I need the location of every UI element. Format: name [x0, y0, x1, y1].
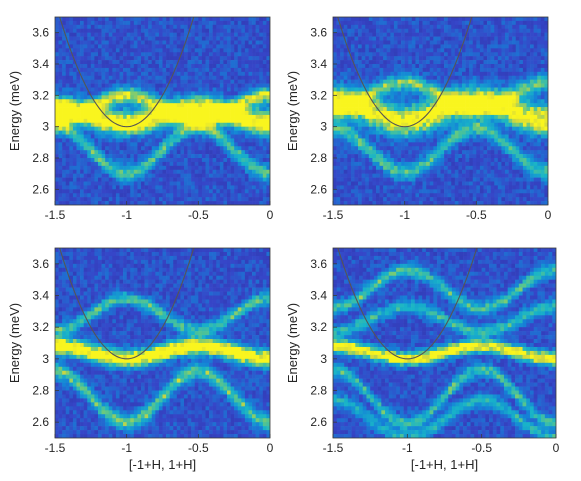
x-tick-label: -0.5	[471, 441, 492, 455]
y-tick-label: 3.6	[310, 26, 327, 40]
x-tick-label: -1	[402, 441, 413, 455]
y-tick-label: 3	[320, 120, 327, 134]
y-tick-label: 3.4	[310, 289, 327, 303]
plot-frame	[54, 16, 271, 206]
x-axis-label: [-1+H, 1+H]	[129, 457, 196, 472]
heatmap	[333, 248, 556, 438]
x-tick-label: -1.5	[45, 208, 66, 222]
plot-frame	[332, 16, 549, 206]
y-tick-label: 2.8	[32, 384, 49, 398]
y-tick-label: 2.6	[32, 415, 49, 429]
x-tick-label: 0	[267, 441, 274, 455]
plot-frame	[54, 247, 271, 439]
y-tick-label: 2.8	[32, 151, 49, 165]
y-tick-label: 2.8	[310, 384, 327, 398]
y-tick-label: 2.6	[32, 182, 49, 196]
x-tick-label: -1	[399, 208, 410, 222]
dispersion-curve	[59, 248, 195, 360]
x-tick-label: -1.5	[323, 441, 344, 455]
y-tick-label: 3.2	[32, 88, 49, 102]
y-tick-label: 3.4	[32, 289, 49, 303]
y-tick-label: 3.4	[310, 57, 327, 71]
dispersion-curve	[337, 248, 478, 360]
panel-4: -1.5 -1 -0.5 0 2.6 2.8 3 3.2 3.4 3.6 Energy (meV) […	[285, 247, 560, 472]
y-tick-label: 3.2	[32, 320, 49, 334]
y-tick-label: 2.6	[310, 182, 327, 196]
panel-3: -1.5 -1 -0.5 0 2.6 2.8 3 3.2 3.4 3.6 Energy (meV) […	[7, 247, 274, 472]
panel-2: -1.5 -1 -0.5 0 2.6 2.8 3 3.2 3.4 3.6 Energy (meV)	[285, 16, 552, 222]
y-tick-label: 3.6	[32, 26, 49, 40]
y-tick-label: 3	[42, 352, 49, 366]
y-tick-label: 3.6	[310, 257, 327, 271]
x-tick-label: -1.5	[45, 441, 66, 455]
x-tick-label: -0.5	[188, 441, 209, 455]
y-tick-label: 3.2	[310, 88, 327, 102]
y-axis-label: Energy (meV)	[7, 71, 22, 151]
y-tick-label: 3.2	[310, 320, 327, 334]
x-tick-label: 0	[553, 441, 560, 455]
x-tick-label: -0.5	[466, 208, 487, 222]
panel-1: -1.5 -1 -0.5 0 2.6 2.8 3 3.2 3.4 3.6 Energy (meV)	[7, 16, 274, 222]
y-tick-label: 2.6	[310, 415, 327, 429]
heatmap	[55, 17, 270, 205]
heatmap	[55, 248, 270, 438]
x-tick-label: 0	[267, 208, 274, 222]
x-tick-label: -0.5	[188, 208, 209, 222]
y-axis-label: Energy (meV)	[285, 71, 300, 151]
dispersion-curve	[337, 17, 473, 128]
y-tick-label: 3.4	[32, 57, 49, 71]
x-tick-label: -1.5	[323, 208, 344, 222]
x-tick-label: 0	[545, 208, 552, 222]
x-tick-label: -1	[121, 441, 132, 455]
heatmap	[333, 17, 548, 205]
y-tick-label: 2.8	[310, 151, 327, 165]
dispersion-curve	[59, 17, 195, 128]
y-tick-label: 3	[320, 352, 327, 366]
plot-frame	[332, 247, 557, 439]
x-axis-label: [-1+H, 1+H]	[411, 457, 478, 472]
y-axis-label: Energy (meV)	[7, 303, 22, 383]
x-tick-label: -1	[121, 208, 132, 222]
y-axis-label: Energy (meV)	[285, 303, 300, 383]
y-tick-label: 3.6	[32, 257, 49, 271]
y-tick-label: 3	[42, 120, 49, 134]
